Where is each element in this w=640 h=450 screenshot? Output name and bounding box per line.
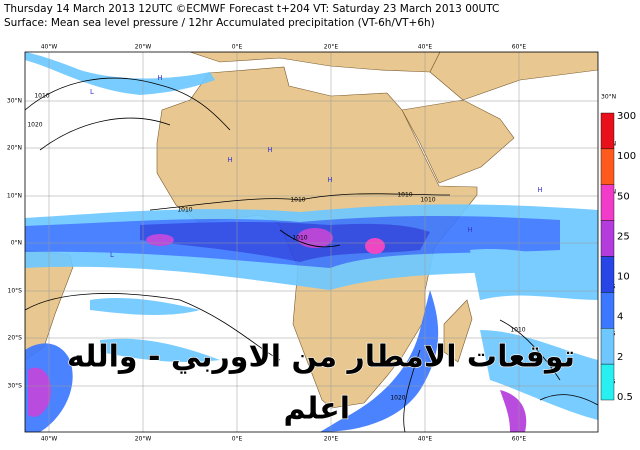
overlay-text: اعلم (283, 392, 350, 427)
isobar-label: 1010 (510, 327, 525, 334)
longitude-label: 60°E (512, 436, 527, 443)
longitude-label: 0°E (232, 44, 243, 51)
map-frame (24, 51, 599, 433)
latitude-label: 10°N (7, 193, 22, 200)
colorbar-swatch (600, 256, 615, 293)
pressure-centre: H (157, 74, 162, 82)
latitude-label: 20°S (8, 335, 23, 342)
header-line: Thursday 14 March 2013 12UTC ©ECMWF Fore… (3, 3, 499, 15)
longitude-label: 20°E (324, 436, 339, 443)
colorbar-label: 50 (617, 191, 630, 202)
overlay-text: توقعات الامطار من الاوربي - والله (67, 340, 575, 375)
colorbar-swatch (600, 328, 615, 365)
isobar-label: 1010 (397, 192, 412, 199)
header-line: Surface: Mean sea level pressure / 12hr … (4, 17, 435, 29)
longitude-label: 0°E (232, 436, 243, 443)
longitude-label: 40°E (418, 44, 433, 51)
colorbar-label: 2 (617, 352, 623, 363)
colorbar-label: 300 (617, 111, 636, 122)
colorbar-swatch (600, 363, 615, 401)
colorbar-swatch (600, 184, 615, 221)
pressure-centre: H (327, 176, 332, 184)
isobar-label: 1010 (292, 235, 307, 242)
colorbar-label: 10 (617, 272, 630, 283)
pressure-centre: H (537, 186, 542, 194)
latitude-label: 10°S (8, 288, 23, 295)
longitude-label: 20°W (135, 436, 152, 443)
latitude-label: 30°N (601, 94, 616, 101)
colorbar-swatch (600, 148, 615, 185)
longitude-label: 20°W (135, 44, 152, 51)
longitude-label: 20°E (324, 44, 339, 51)
precipitation (25, 52, 598, 432)
longitude-label: 40°W (41, 436, 58, 443)
colorbar-label: 4 (617, 312, 623, 323)
colorbar-label: 100 (617, 151, 636, 162)
latitude-label: 20°N (7, 145, 22, 152)
longitude-label: 40°W (41, 44, 58, 51)
pressure-centre: H (467, 226, 472, 234)
pressure-centre: L (110, 251, 114, 259)
colorbar-label: 25 (617, 231, 630, 242)
isobar-label: 1020 (390, 395, 405, 402)
isobar-label: 1020 (27, 122, 42, 129)
pressure-centre: L (90, 88, 94, 96)
graticule (25, 52, 598, 432)
isobar-label: 1010 (420, 197, 435, 204)
pressure-centre: H (267, 146, 272, 154)
colorbar-label: 0.5 (617, 392, 633, 403)
isobar-label: 1010 (177, 207, 192, 214)
isobar-label: 1010 (290, 197, 305, 204)
pressure-centre: H (227, 156, 232, 164)
latitude-label: 30°N (7, 98, 22, 105)
longitude-label: 60°E (512, 44, 527, 51)
colorbar-swatch (600, 112, 615, 150)
pressure-centres: H L H H H L H H (90, 74, 543, 259)
isobars (25, 77, 598, 432)
isobar-labels: 1010 1020 1010 1010 1010 1010 1010 1020 1010 (27, 93, 525, 402)
colorbar: 300 100 50 25 10 4 2 0.5 (600, 111, 636, 403)
colorbar-swatch (600, 220, 615, 257)
latitude-label: 30°S (8, 383, 23, 390)
latitude-label: 0°N (11, 240, 22, 247)
colorbar-swatch (600, 292, 615, 329)
longitude-label: 40°E (418, 436, 433, 443)
isobar-label: 1010 (34, 93, 49, 100)
